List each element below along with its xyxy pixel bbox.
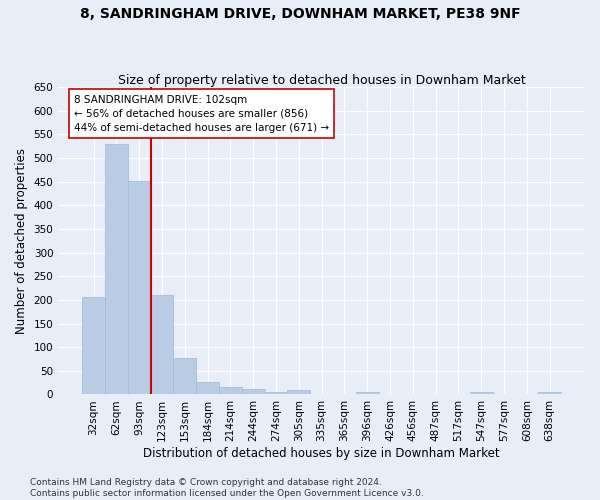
Bar (538, 392, 561, 394)
Text: 8, SANDRINGHAM DRIVE, DOWNHAM MARKET, PE38 9NF: 8, SANDRINGHAM DRIVE, DOWNHAM MARKET, PE… (80, 8, 520, 22)
Bar (287, 390, 310, 394)
Bar (196, 382, 219, 394)
Bar (128, 180, 151, 394)
Text: 8 SANDRINGHAM DRIVE: 102sqm
← 56% of detached houses are smaller (856)
44% of se: 8 SANDRINGHAM DRIVE: 102sqm ← 56% of det… (74, 94, 329, 132)
Bar (173, 358, 196, 395)
Y-axis label: Number of detached properties: Number of detached properties (15, 148, 28, 334)
Bar (242, 389, 265, 394)
Title: Size of property relative to detached houses in Downham Market: Size of property relative to detached ho… (118, 74, 526, 87)
X-axis label: Distribution of detached houses by size in Downham Market: Distribution of detached houses by size … (143, 447, 500, 460)
Bar (105, 144, 128, 395)
Bar (219, 388, 242, 394)
Text: Contains HM Land Registry data © Crown copyright and database right 2024.
Contai: Contains HM Land Registry data © Crown c… (30, 478, 424, 498)
Bar (82, 296, 105, 394)
Bar (151, 294, 173, 394)
Bar (265, 392, 287, 394)
Bar (356, 392, 379, 394)
Bar (470, 392, 493, 394)
